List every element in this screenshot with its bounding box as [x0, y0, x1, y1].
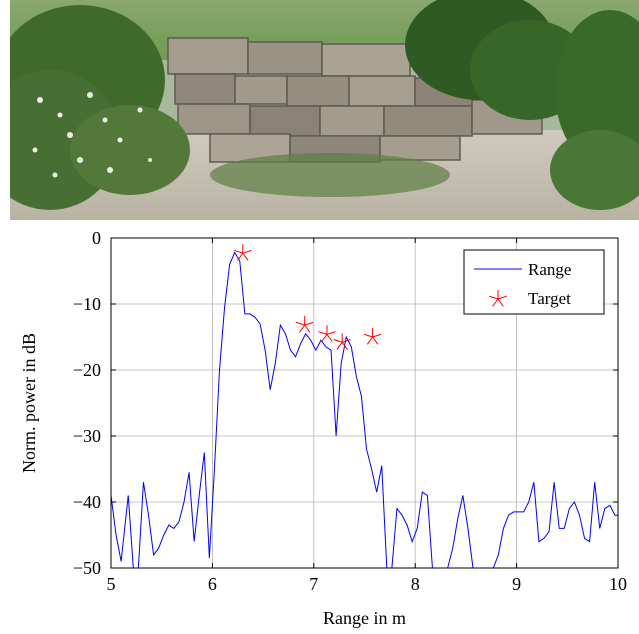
legend-target-label: Target: [528, 289, 571, 308]
x-tick-label: 9: [512, 574, 521, 594]
x-tick-labels: 5 6 7 8 9 10: [107, 574, 628, 594]
y-tick-label: −20: [73, 360, 101, 380]
legend-target-star: [489, 290, 507, 307]
range-series-line: [111, 251, 618, 568]
y-axis-title: Norm. power in dB: [19, 333, 39, 473]
target-marker: [295, 316, 314, 333]
x-tick-label: 8: [411, 574, 420, 594]
y-tick-labels: 0 −10 −20 −30 −40 −50: [73, 228, 101, 578]
x-axis-title: Range in m: [323, 608, 406, 628]
y-tick-label: −30: [73, 426, 101, 446]
x-tick-label: 5: [107, 574, 116, 594]
legend-range-label: Range: [528, 260, 571, 279]
x-tick-label: 10: [609, 574, 627, 594]
range-profile-chart: 5 6 7 8 9 10 0 −10 −20 −30 −40 −50 Range in m Norm…: [19, 228, 628, 628]
x-tick-label: 7: [309, 574, 318, 594]
legend-star-marker: [489, 290, 507, 307]
y-tick-label: 0: [92, 228, 101, 248]
target-marker: [318, 325, 336, 342]
target-marker: [333, 333, 351, 350]
y-tick-label: −50: [73, 558, 101, 578]
x-tick-label: 6: [208, 574, 217, 594]
stone-wall: [167, 37, 603, 163]
y-tick-label: −40: [73, 492, 101, 512]
flowers: [32, 92, 152, 178]
stone-wall-photo: [10, 0, 639, 220]
legend-box: [463, 249, 605, 315]
shrubs: [10, 0, 639, 210]
legend: Range Target: [463, 249, 605, 315]
y-tick-label: −10: [73, 294, 101, 314]
target-markers: [234, 244, 382, 350]
plot-frame: [110, 237, 619, 569]
target-marker: [234, 244, 252, 261]
target-marker: [363, 327, 382, 345]
series: [111, 251, 618, 568]
